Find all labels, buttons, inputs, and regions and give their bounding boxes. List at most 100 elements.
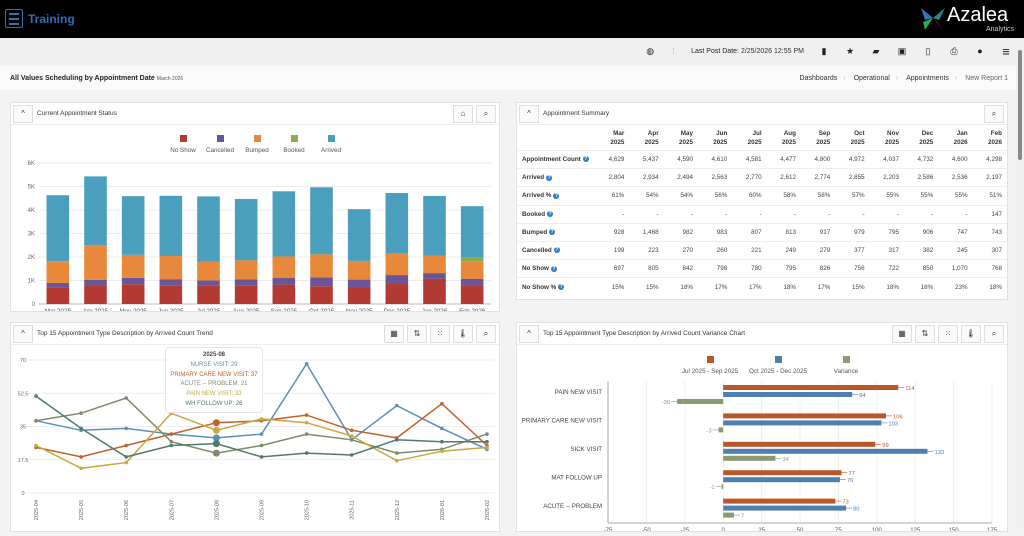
help-icon[interactable]: ?	[549, 229, 556, 236]
home-button[interactable]: ⌂	[453, 104, 473, 123]
grid-button[interactable]: ⁙	[938, 324, 958, 343]
bar-segment	[272, 278, 296, 285]
column-header: Sep 2025	[816, 130, 831, 146]
panel-title: Top 15 Appointment Type Description by A…	[543, 330, 746, 337]
table-cell: 4,037	[869, 149, 904, 169]
calendar-button[interactable]: ▦	[892, 324, 912, 343]
help-icon[interactable]: ?	[553, 247, 560, 254]
sort-button[interactable]: ⇅	[407, 324, 427, 343]
x-tick-label: 2025-06	[124, 500, 130, 520]
bar-segment	[385, 284, 409, 304]
data-point	[349, 438, 354, 442]
table-row: Arrived %? 61% 54% 54% 56% 60% 58% 58% 57% 55% 55%…	[517, 186, 1007, 206]
legend-label: No Show	[170, 147, 196, 154]
table-cell: 4,590	[663, 149, 698, 169]
appointment-summary-panel: ^ Appointment Summary ⌕ Mar 2025 Apr 2025 Ma…	[516, 102, 1008, 300]
data-label: -30	[662, 400, 670, 406]
data-point	[395, 438, 399, 442]
table-cell: 54%	[629, 186, 664, 206]
bar-segment	[347, 260, 371, 280]
legend-swatch	[180, 135, 187, 142]
breadcrumb-appointments[interactable]: Appointments	[906, 74, 949, 82]
table-row: Cancelled? 199 223 270 260 221 249 279 377 317 382…	[517, 240, 1007, 260]
data-point	[169, 432, 174, 436]
help-icon[interactable]: ?	[582, 156, 589, 163]
collapse-button[interactable]: ^	[13, 324, 33, 343]
bar-segment	[347, 287, 371, 304]
menu-icon[interactable]: ≡	[1002, 43, 1010, 59]
data-point	[79, 411, 83, 415]
bar-segment	[234, 279, 258, 286]
search-button[interactable]: ⌕	[476, 104, 496, 123]
globe-icon[interactable]: ◍	[646, 45, 655, 56]
table-cell: 4,610	[697, 149, 733, 169]
separator: ⋮	[670, 48, 678, 55]
table-cell: 221	[732, 240, 767, 260]
search-button[interactable]: ⌕	[984, 324, 1004, 343]
file-icon[interactable]: ▮	[821, 45, 827, 56]
save-icon[interactable]: ▣	[897, 45, 907, 56]
thermometer-button[interactable]: 🌡	[453, 324, 473, 343]
x-tick-label: 125	[910, 528, 921, 531]
table-cell: 18%	[663, 277, 698, 296]
breadcrumb-operational[interactable]: Operational	[853, 74, 890, 82]
page-scrollbar[interactable]	[1016, 38, 1024, 529]
azalea-logo: Azalea Analytics	[919, 4, 1014, 34]
bar-segment	[159, 195, 183, 257]
star-icon[interactable]: ★	[845, 45, 855, 56]
help-icon[interactable]: ?	[553, 192, 560, 199]
collapse-button[interactable]: ^	[13, 104, 33, 123]
search-button[interactable]: ⌕	[476, 324, 496, 343]
breadcrumb-dashboards[interactable]: Dashboards	[799, 74, 838, 82]
y-tick-label: 35	[20, 425, 26, 431]
x-tick-label: 75	[835, 528, 842, 531]
y-tick-label: 17.5	[18, 458, 29, 464]
help-icon[interactable]: ?	[558, 283, 565, 290]
thermometer-button[interactable]: 🌡	[961, 324, 981, 343]
info-icon[interactable]: ●	[977, 46, 983, 56]
bar-segment	[234, 260, 258, 280]
arrived-count-variance-panel: ^ Top 15 Appointment Type Description by…	[516, 322, 1008, 534]
table-cell: 2,774	[800, 168, 836, 187]
table-cell: -	[595, 204, 630, 224]
print-icon[interactable]: ⎙	[950, 45, 958, 56]
hamburger-menu-icon[interactable]	[5, 9, 23, 28]
table-row: Appointment Count? 4,629 5,437 4,590 4,610 4,…	[517, 149, 1007, 169]
trash-icon[interactable]: ▯	[925, 45, 931, 56]
grid-button[interactable]: ⁙	[430, 324, 450, 343]
collapse-button[interactable]: ^	[519, 324, 539, 343]
table-cell: 2,197	[972, 168, 1007, 187]
bar-segment	[84, 245, 107, 280]
bar-segment	[46, 287, 70, 304]
bar	[723, 512, 734, 518]
table-cell: 279	[800, 240, 836, 260]
column-header: Dec 2025	[919, 130, 934, 146]
bar-segment	[84, 176, 107, 246]
data-point	[79, 466, 83, 471]
x-tick-label: 150	[949, 528, 960, 531]
bar-segment	[46, 195, 70, 262]
table-row: No Show %? 15% 15% 18% 17% 17% 18% 17% 15% 18% 18%…	[517, 277, 1007, 296]
bar-segment	[197, 196, 220, 262]
x-tick-label: -50	[642, 528, 651, 531]
help-icon[interactable]: ?	[550, 265, 557, 272]
search-button[interactable]: ⌕	[984, 104, 1004, 123]
panel-title: Top 15 Appointment Type Description by A…	[37, 330, 213, 337]
folder-icon[interactable]: ▰	[872, 45, 880, 56]
sort-button[interactable]: ⇅	[915, 324, 935, 343]
help-icon[interactable]: ?	[546, 174, 553, 181]
data-point	[440, 426, 444, 431]
table-cell: 5,437	[629, 149, 664, 169]
help-icon[interactable]: ?	[547, 210, 554, 217]
bar-segment	[159, 279, 183, 286]
collapse-button[interactable]: ^	[519, 104, 539, 123]
table-row: No Show? 697 805 842 798 780 795 826 756 722 850 1,…	[517, 259, 1007, 278]
table-cell: 18%	[766, 277, 801, 296]
table-cell: 18%	[903, 277, 939, 296]
data-point	[485, 432, 489, 436]
legend-swatch	[707, 356, 714, 363]
bar-segment	[46, 261, 70, 283]
table-cell: 798	[697, 259, 733, 278]
calendar-button[interactable]: ▦	[384, 324, 404, 343]
bar-segment	[234, 198, 258, 261]
